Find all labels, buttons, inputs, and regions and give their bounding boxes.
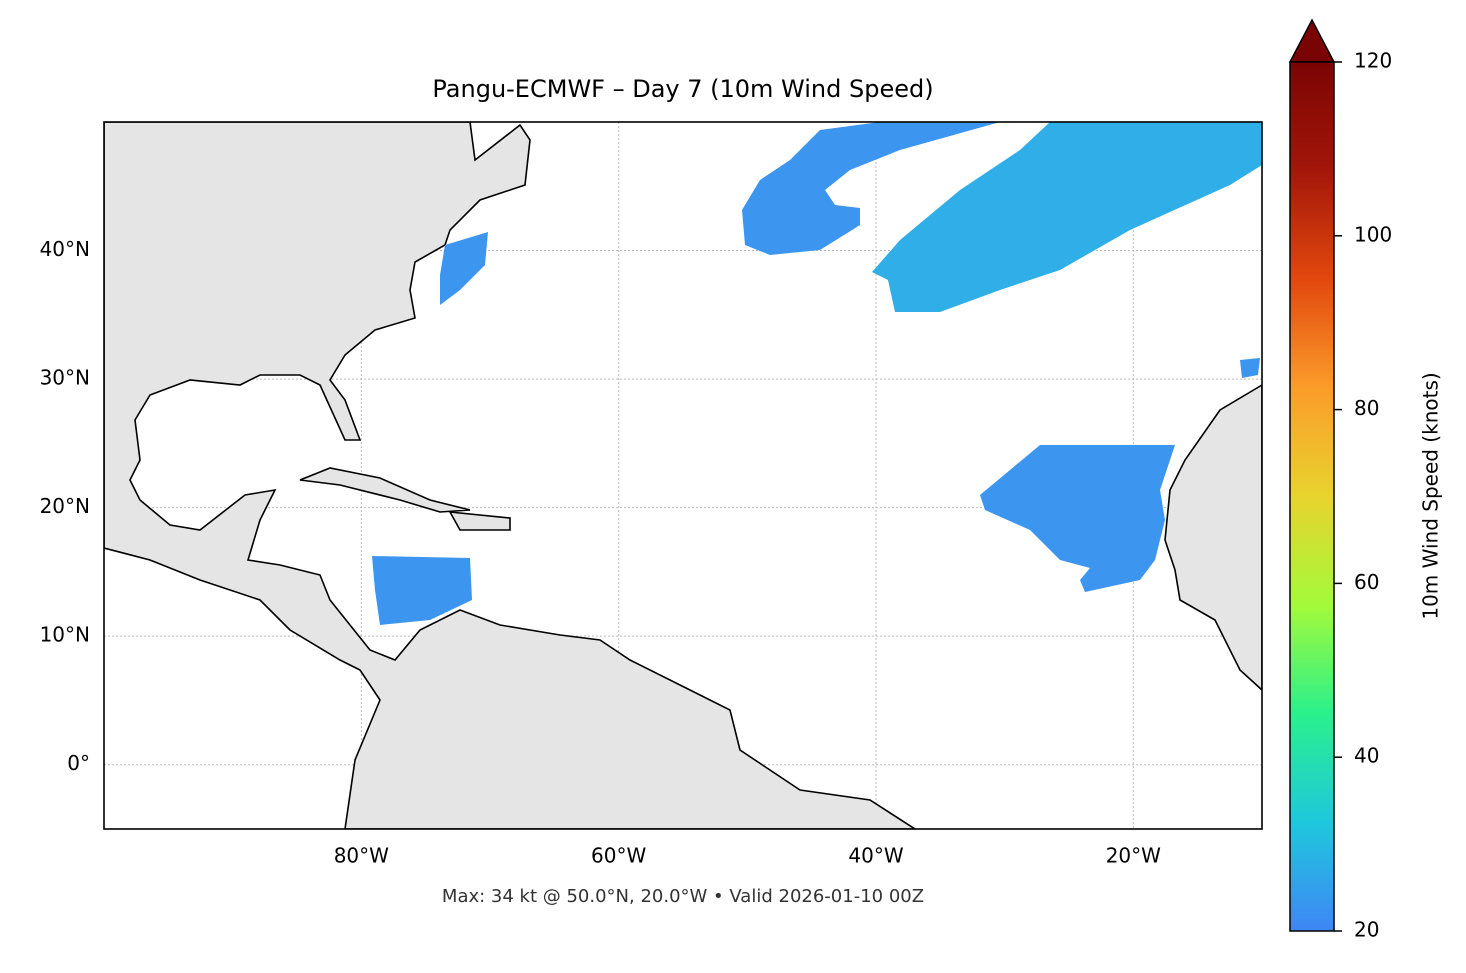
land-americas [104, 122, 917, 829]
wind-area [872, 122, 1262, 312]
x-tick-label: 20°W [1106, 844, 1161, 868]
colorbar-extend [1288, 18, 1336, 63]
y-tick-label: 20°N [40, 494, 90, 518]
x-tick-label: 80°W [334, 844, 389, 868]
wind-area [980, 445, 1175, 592]
y-tick-label: 0° [67, 751, 90, 775]
y-tick-label: 30°N [40, 366, 90, 390]
map-layers [104, 122, 1262, 829]
wind-area [1240, 358, 1260, 378]
grid [104, 122, 1262, 829]
wind-area [372, 556, 472, 625]
colorbar [1289, 61, 1335, 932]
chart-title: Pangu-ECMWF – Day 7 (10m Wind Speed) [432, 75, 933, 103]
colorbar-tick-label: 40 [1354, 744, 1379, 768]
colorbar-label: 10m Wind Speed (knots) [1419, 372, 1443, 619]
colorbar-tick-label: 20 [1354, 918, 1379, 942]
colorbar-tick-label: 100 [1354, 222, 1392, 246]
colorbar-tick-label: 120 [1354, 49, 1392, 73]
land-hispaniola [448, 511, 511, 531]
x-tick-label: 60°W [591, 844, 646, 868]
x-tick-label: 40°W [848, 844, 903, 868]
wind-area [742, 122, 1000, 255]
map-frame [103, 121, 1263, 830]
colorbar-tick-label: 60 [1354, 570, 1379, 594]
land-cuba [299, 467, 471, 513]
land-africa [1164, 384, 1262, 692]
colorbar-tick-label: 80 [1354, 396, 1379, 420]
caption: Max: 34 kt @ 50.0°N, 20.0°W • Valid 2026… [442, 886, 924, 907]
wind-area [440, 232, 488, 305]
y-tick-label: 40°N [40, 237, 90, 261]
y-tick-label: 10°N [40, 623, 90, 647]
